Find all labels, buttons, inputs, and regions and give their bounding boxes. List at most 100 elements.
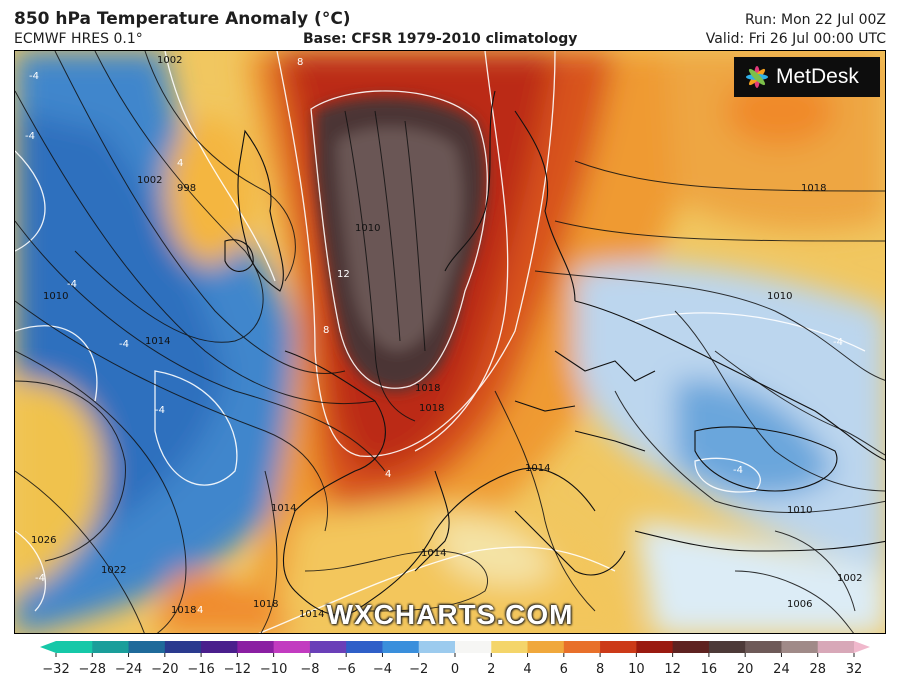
colorbar-tick-label: 10 xyxy=(628,662,645,677)
colorbar-tick-label: 12 xyxy=(664,662,681,677)
colorbar-tick-label: 32 xyxy=(846,662,863,677)
colorbar-segment xyxy=(92,641,130,653)
isobar-label: 1010 xyxy=(355,223,380,234)
isobar-label: 1006 xyxy=(787,599,812,610)
colorbar-scale: −32 −28 −24 −20 −16 −12 −10 −8 −6 −4 −2 0 2 4 6 8 10 12 16… xyxy=(40,641,870,677)
isobar-label-group: 1002 998 1002 1010 1010 1014 1018 1026 1… xyxy=(31,55,862,620)
colorbar-tick-label: 8 xyxy=(596,662,604,677)
colorbar-segment xyxy=(708,641,746,653)
colorbar-tick-label: 0 xyxy=(451,662,459,677)
colorbar-min-arrow xyxy=(40,641,56,653)
isobars xyxy=(15,51,885,633)
colorbar-tick-label: −24 xyxy=(115,662,142,677)
isobar-label: 1010 xyxy=(767,291,792,302)
colorbar-segment xyxy=(600,641,637,653)
colorbar-tick-label: −28 xyxy=(79,662,106,677)
colorbar-segment xyxy=(273,641,311,653)
colorbar-tick-label: 20 xyxy=(737,662,754,677)
isobar-label: 1018 xyxy=(801,183,826,194)
colorbar-segment xyxy=(382,641,420,653)
anomaly-label: -4 xyxy=(25,131,35,142)
colorbar-segment xyxy=(745,641,782,653)
isobar-label: 1014 xyxy=(145,336,170,347)
colorbar-tick-label: 6 xyxy=(560,662,568,677)
colorbar-segment xyxy=(455,641,492,653)
colorbar-tick-label: 24 xyxy=(773,662,790,677)
isobar-label: 1002 xyxy=(157,55,182,66)
model-label: ECMWF HRES 0.1° xyxy=(14,31,143,47)
colorbar-tick-label: 4 xyxy=(523,662,531,677)
colorbar-segment xyxy=(128,641,166,653)
colorbar-tick-label: −6 xyxy=(337,662,356,677)
isobar-label: 1002 xyxy=(837,573,862,584)
chart-title: 850 hPa Temperature Anomaly (°C) xyxy=(14,9,351,29)
colorbar-tick-label: −8 xyxy=(300,662,319,677)
isobar-label: 1014 xyxy=(421,548,446,559)
colorbar-segment xyxy=(237,641,275,653)
colorbar-tick-label: −12 xyxy=(224,662,251,677)
anomaly-field xyxy=(15,51,885,633)
anomaly-label: -4 xyxy=(35,573,45,584)
colorbar-segment xyxy=(672,641,710,653)
colorbar-segment xyxy=(201,641,238,653)
anomaly-label-group: -4 -4 4 -4 -4 -4 8 12 8 4 -4 -4 4 -4 xyxy=(25,57,843,616)
colorbar-gradient xyxy=(40,641,870,653)
anomaly-label: 4 xyxy=(177,158,183,169)
climatology-base-label: Base: CFSR 1979-2010 climatology xyxy=(303,31,578,47)
anomaly-label: 4 xyxy=(385,469,391,480)
isobar-label: 1014 xyxy=(525,463,550,474)
anomaly-contours xyxy=(15,51,866,633)
colorbar-segment xyxy=(346,641,383,653)
colorbar-segment xyxy=(56,641,93,653)
anomaly-core xyxy=(315,97,486,392)
anomaly-label: -4 xyxy=(29,71,39,82)
valid-time-label: Valid: Fri 26 Jul 00:00 UTC xyxy=(705,31,886,47)
colorbar-segment xyxy=(563,641,601,653)
colorbar-segment xyxy=(817,641,855,653)
colorbar-segment xyxy=(636,641,674,653)
colorbar-tick-label: −2 xyxy=(409,662,428,677)
metdesk-logo[interactable]: MetDesk xyxy=(734,57,880,97)
colorbar-tick-label: −16 xyxy=(187,662,214,677)
colorbar-tick-label: 28 xyxy=(809,662,826,677)
colorbar-segment xyxy=(309,641,347,653)
isobar-label: 1002 xyxy=(137,175,162,186)
metdesk-logo-text: MetDesk xyxy=(776,65,859,88)
isobar-label: 998 xyxy=(177,183,196,194)
colorbar-ticks: −32 −28 −24 −20 −16 −12 −10 −8 −6 −4 −2 0 2 4 6 8 10 12 16… xyxy=(42,653,862,677)
anomaly-map[interactable]: 1002 998 1002 1010 1010 1014 1018 1026 1… xyxy=(14,50,886,634)
colorbar: −32 −28 −24 −20 −16 −12 −10 −8 −6 −4 −2 0 2 4 6 8 10 12 16… xyxy=(40,641,870,687)
isobar-label: 1010 xyxy=(43,291,68,302)
map-canvas: 1002 998 1002 1010 1010 1014 1018 1026 1… xyxy=(15,51,885,633)
isobar-label: 1018 xyxy=(419,403,444,414)
colorbar-segment xyxy=(491,641,529,653)
anomaly-label: -4 xyxy=(155,405,165,416)
colorbar-segment xyxy=(164,641,202,653)
isobar-label: 1018 xyxy=(253,599,278,610)
isobar-label: 1018 xyxy=(171,605,196,616)
anomaly-label: -4 xyxy=(733,465,743,476)
colorbar-segment xyxy=(781,641,819,653)
colorbar-segment xyxy=(527,641,565,653)
run-time-label: Run: Mon 22 Jul 00Z xyxy=(745,12,886,28)
colorbar-tick-label: −20 xyxy=(151,662,178,677)
anomaly-label: -4 xyxy=(833,337,843,348)
colorbar-tick-label: −4 xyxy=(373,662,392,677)
anomaly-label: -4 xyxy=(67,279,77,290)
colorbar-segment xyxy=(418,641,456,653)
anomaly-label: -4 xyxy=(119,339,129,350)
isobar-label: 1026 xyxy=(31,535,56,546)
colorbar-tick-label: 2 xyxy=(487,662,495,677)
colorbar-tick-label: −10 xyxy=(260,662,287,677)
anomaly-label: 8 xyxy=(323,325,329,336)
anomaly-label: 12 xyxy=(337,269,350,280)
colorbar-tick-label: 16 xyxy=(701,662,718,677)
anomaly-label: 4 xyxy=(197,605,203,616)
anomaly-label: 8 xyxy=(297,57,303,68)
colorbar-tick-label: −32 xyxy=(42,662,69,677)
isobar-label: 1022 xyxy=(101,565,126,576)
isobar-label: 1010 xyxy=(787,505,812,516)
colorbar-max-arrow xyxy=(854,641,870,653)
isobar-label: 1018 xyxy=(415,383,440,394)
coastlines xyxy=(224,90,885,616)
